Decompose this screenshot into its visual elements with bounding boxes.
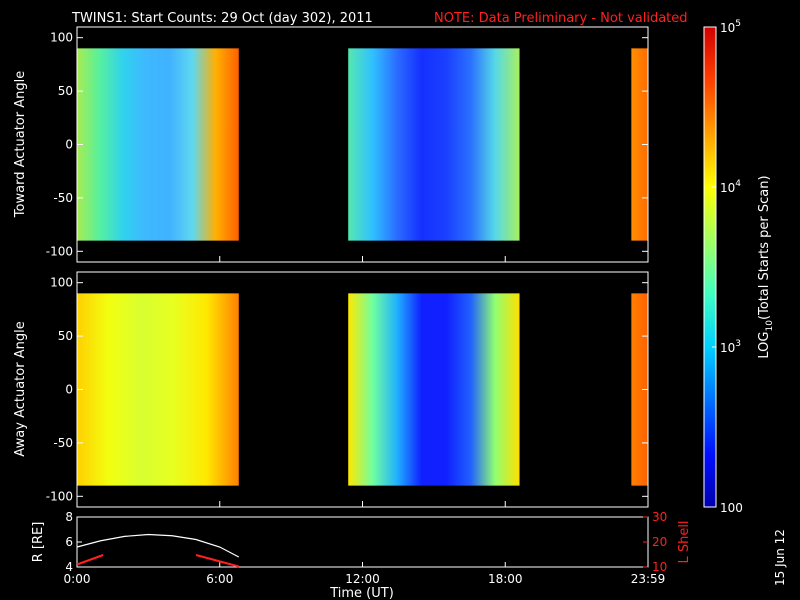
toward-ytick-label: 0: [65, 138, 73, 152]
colorbar-tick-label: 100: [720, 501, 743, 515]
lshell-line-1: [76, 554, 104, 566]
preliminary-note: NOTE: Data Preliminary - Not validated: [434, 11, 688, 26]
toward-ytick-label: -100: [46, 244, 73, 258]
away-ytick-label: -50: [53, 436, 73, 450]
x-tick-label: 23:59: [631, 572, 666, 586]
colorbar-label: LOG10(Total Starts per Scan): [757, 175, 775, 358]
x-tick-label: 12:00: [345, 572, 380, 586]
chart-title: TWINS1: Start Counts: 29 Oct (day 302), …: [71, 11, 373, 26]
toward-panel: 100 50 0 -50 -100: [46, 26, 649, 263]
toward-ytick-label: 50: [58, 84, 73, 98]
away-ytick-label: 0: [65, 383, 73, 397]
orbit-panel: 8 6 4 30 20 10 0:00 6:00 12:00 18:00 23:59 R [RE] L …: [31, 510, 692, 586]
orbit-ytick-left-label: 6: [65, 535, 73, 549]
colorbar: 105 104 103 100 LOG10(Total Starts per Scan): [703, 19, 775, 515]
colorbar-tick-label: 104: [720, 179, 741, 195]
colorbar-tick-label: 105: [720, 19, 741, 35]
away-ytick-label: 100: [50, 276, 73, 290]
toward-ylabel: Toward Actuator Angle: [13, 71, 28, 218]
orbit-ylabel-right: L Shell: [677, 520, 692, 563]
orbit-ytick-left-label: 4: [65, 560, 73, 574]
lshell-line-2: [195, 554, 240, 568]
toward-segment-0: [77, 48, 239, 241]
away-segment-2: [631, 293, 648, 486]
away-ylabel: Away Actuator Angle: [13, 321, 28, 456]
orbit-ytick-right-label: 20: [652, 535, 667, 549]
x-tick-label: 0:00: [64, 572, 91, 586]
away-ytick-label: 50: [58, 329, 73, 343]
colorbar-scale: [703, 26, 717, 508]
away-segment-1: [348, 293, 520, 486]
toward-ytick-label: 100: [50, 31, 73, 45]
x-tick-label: 6:00: [206, 572, 233, 586]
x-axis-label: Time (UT): [329, 586, 394, 600]
orbit-frame: [76, 516, 649, 568]
orbit-ytick-left-label: 8: [65, 510, 73, 524]
away-ytick-label: -100: [46, 489, 73, 503]
date-stamp: 15 Jun 12: [773, 529, 787, 586]
x-tick-label: 18:00: [488, 572, 523, 586]
away-panel: 100 50 0 -50 -100: [46, 271, 649, 508]
toward-segment-1: [348, 48, 520, 241]
radius-line: [76, 533, 240, 558]
orbit-ylabel-left: R [RE]: [31, 522, 46, 563]
toward-segment-2: [631, 48, 648, 241]
colorbar-tick-label: 103: [720, 339, 741, 355]
away-segment-0: [77, 293, 239, 486]
toward-ytick-label: -50: [53, 191, 73, 205]
orbit-ytick-right-label: 10: [652, 560, 667, 574]
orbit-ytick-right-label: 30: [652, 510, 667, 524]
